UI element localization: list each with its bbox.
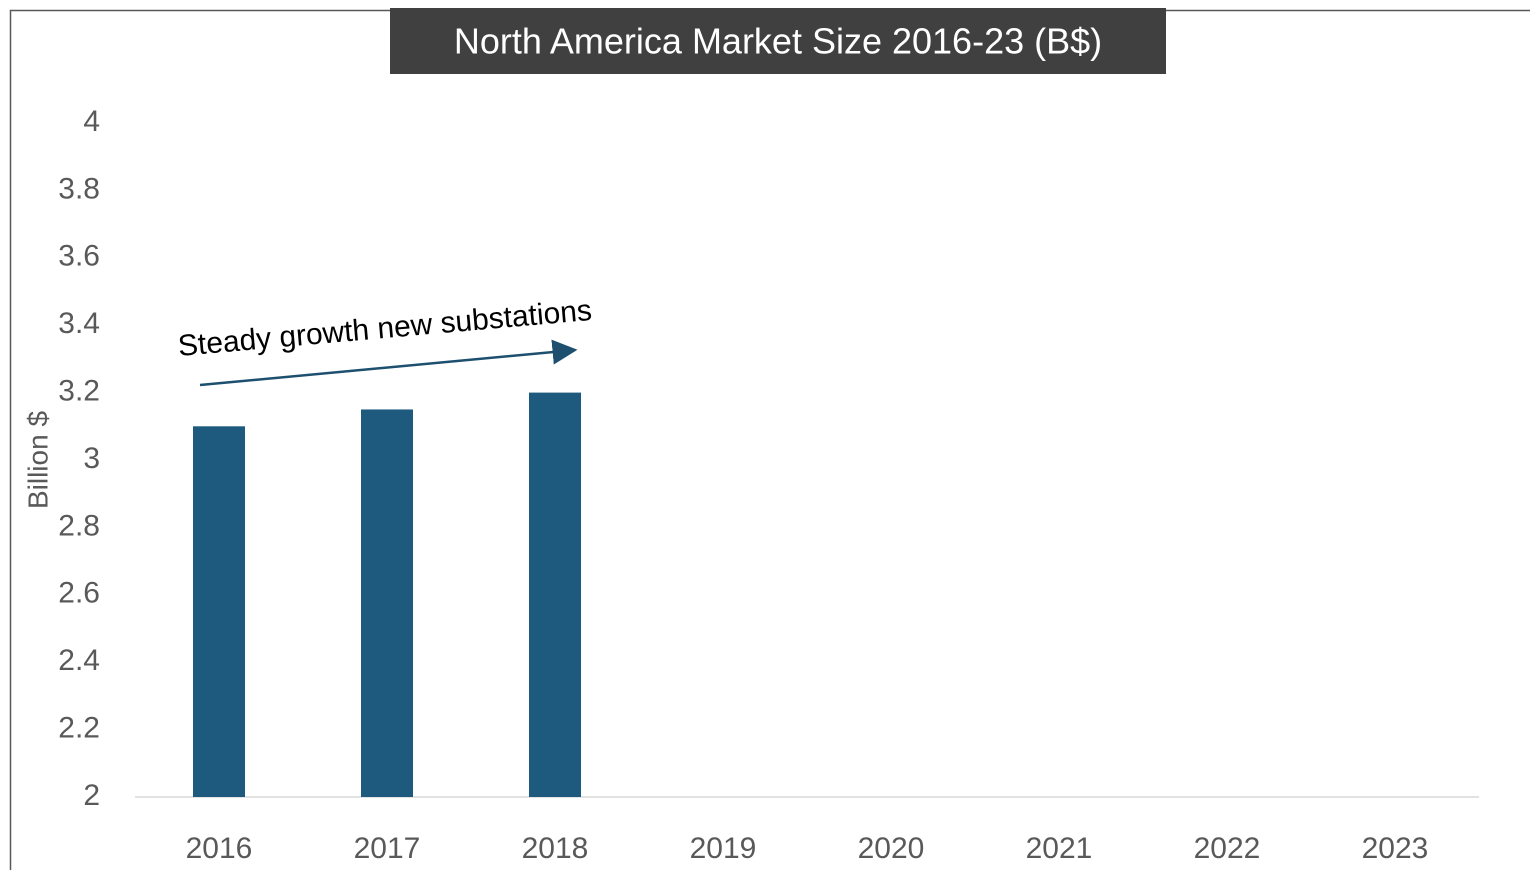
annotation-arrow <box>199 339 578 387</box>
y-tick-label: 4 <box>83 105 100 138</box>
y-tick-label: 3 <box>83 442 100 475</box>
y-tick-label: 2.4 <box>58 644 100 677</box>
y-axis-label: Billion $ <box>22 411 53 509</box>
y-tick-label: 3.8 <box>58 172 100 205</box>
x-tick-label: 2023 <box>1362 832 1429 865</box>
x-tick-label: 2019 <box>690 832 757 865</box>
x-tick-label: 2016 <box>186 832 253 865</box>
chart-title: North America Market Size 2016-23 (B$) <box>454 21 1102 62</box>
x-tick-label: 2018 <box>522 832 589 865</box>
bar <box>361 409 413 797</box>
x-tick-label: 2017 <box>354 832 421 865</box>
y-tick-label: 3.2 <box>58 375 100 408</box>
y-tick-label: 3.6 <box>58 240 100 273</box>
y-tick-label: 2 <box>83 779 100 812</box>
bar <box>529 392 581 797</box>
bar <box>193 426 245 797</box>
annotation: Steady growth new substations <box>177 294 594 363</box>
x-tick-label: 2022 <box>1194 832 1261 865</box>
x-tick-label: 2021 <box>1026 832 1093 865</box>
x-tick-label: 2020 <box>858 832 925 865</box>
y-tick-label: 2.6 <box>58 577 100 610</box>
title-box <box>390 8 1166 74</box>
y-tick-label: 2.8 <box>58 509 100 542</box>
y-tick-label: 3.4 <box>58 307 100 340</box>
y-tick-label: 2.2 <box>58 712 100 745</box>
